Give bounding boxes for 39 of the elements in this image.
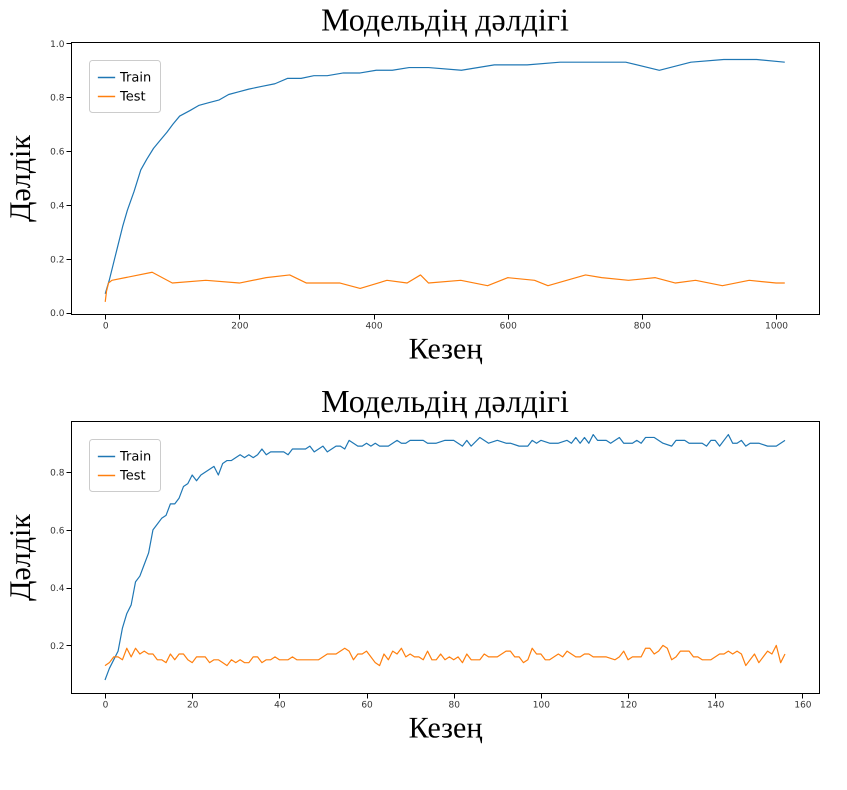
y-tick-label: 0.0 [50, 309, 65, 320]
legend-label: Test [119, 90, 146, 104]
y-tick-label: 0.2 [50, 255, 64, 266]
x-axis-title: Кезең [408, 332, 482, 366]
y-axis-title: Дәлдік [4, 514, 38, 601]
line-series [104, 272, 786, 302]
y-tick-label: 0.8 [50, 468, 65, 479]
y-tick-label: 0.2 [50, 642, 64, 652]
x-tick-label: 400 [365, 322, 383, 332]
x-axis-title: Кезең [408, 712, 482, 744]
legend-label: Test [119, 468, 146, 484]
x-tick-label: 200 [231, 322, 249, 332]
x-tick-label: 20 [186, 700, 199, 710]
x-tick-label: 800 [634, 322, 652, 332]
x-tick-label: 160 [794, 700, 812, 710]
y-tick-label: 0.6 [50, 148, 65, 158]
y-tick-label: 0.6 [50, 526, 65, 536]
legend-label: Train [119, 450, 152, 464]
x-tick-label: 0 [102, 700, 109, 710]
x-tick-label: 120 [620, 700, 638, 710]
x-tick-label: 100 [532, 700, 550, 710]
line-series [104, 58, 786, 294]
chart-title: Модельдің дәлдігі [321, 383, 569, 419]
y-axis-title: Дәлдік [4, 134, 38, 222]
x-tick-label: 60 [361, 700, 374, 710]
chart-title: Модельдің дәлдігі [321, 1, 569, 38]
x-tick-label: 600 [500, 322, 518, 332]
y-tick-label: 0.8 [50, 94, 65, 104]
line-series [104, 644, 786, 666]
line-series [104, 434, 786, 681]
y-tick-label: 0.4 [50, 201, 65, 212]
x-tick-label: 40 [274, 700, 286, 710]
legend-label: Train [119, 70, 152, 86]
x-tick-label: 140 [707, 700, 725, 710]
x-tick-label: 80 [448, 700, 460, 710]
x-tick-label: 0 [102, 322, 109, 332]
y-tick-label: 0.4 [50, 584, 65, 594]
x-tick-label: 1000 [765, 322, 788, 332]
y-tick-label: 1.0 [50, 40, 65, 50]
